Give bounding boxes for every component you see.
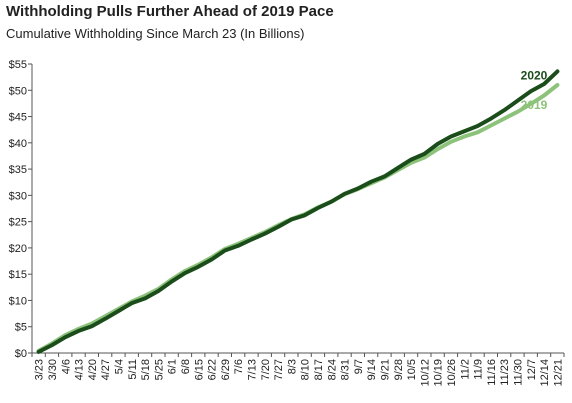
y-tick-label: $50	[9, 85, 27, 97]
y-tick-label: $5	[15, 322, 27, 334]
x-tick-label: 10/5	[406, 359, 418, 380]
chart-subtitle: Cumulative Withholding Since March 23 (I…	[6, 26, 305, 41]
x-tick-label: 4/27	[100, 359, 112, 380]
x-tick-label: 5/18	[140, 359, 152, 380]
y-tick-label: $35	[9, 164, 27, 176]
y-tick-label: $30	[9, 190, 27, 202]
x-tick-label: 11/16	[486, 359, 498, 386]
x-tick-label: 6/15	[193, 359, 205, 380]
series-line-2020	[36, 69, 560, 354]
series-label-2019: 2019	[521, 98, 548, 112]
y-tick-label: $40	[9, 138, 27, 150]
series-label-2020: 2020	[521, 68, 548, 82]
x-tick-label: 7/13	[246, 359, 258, 380]
x-tick-label: 10/26	[446, 359, 458, 387]
x-tick-label: 9/21	[379, 359, 391, 380]
y-tick-label: $55	[9, 59, 27, 71]
x-tick-label: 8/24	[326, 359, 338, 380]
x-tick-label: 5/11	[127, 359, 139, 380]
chart-title: Withholding Pulls Further Ahead of 2019 …	[6, 3, 334, 20]
x-tick-label: 4/20	[87, 359, 99, 380]
x-tick-label: 9/14	[366, 359, 378, 380]
x-tick-label: 8/10	[300, 359, 312, 380]
y-tick-label: $20	[9, 243, 27, 255]
x-tick-label: 11/2	[459, 359, 471, 380]
x-tick-label: 11/30	[512, 359, 524, 386]
y-tick-label: $15	[9, 269, 27, 281]
x-tick-label: 11/9	[473, 359, 485, 380]
x-tick-label: 12/21	[552, 359, 564, 387]
x-tick-label: 12/14	[539, 359, 551, 387]
x-tick-label: 10/19	[433, 359, 445, 387]
x-tick-label: 6/1	[167, 359, 179, 374]
x-tick-label: 10/12	[419, 359, 431, 387]
x-tick-label: 6/8	[180, 359, 192, 374]
x-tick-label: 5/4	[113, 359, 125, 374]
x-tick-label: 12/7	[526, 359, 538, 380]
x-tick-label: 8/17	[313, 359, 325, 380]
x-tick-label: 8/3	[286, 359, 298, 374]
x-tick-label: 3/23	[34, 359, 46, 380]
x-tick-label: 9/7	[353, 359, 365, 374]
y-tick-label: $45	[9, 112, 27, 124]
x-tick-label: 7/20	[260, 359, 272, 380]
x-tick-label: 6/29	[220, 359, 232, 380]
x-tick-label: 7/27	[273, 359, 285, 380]
x-tick-label: 4/6	[60, 359, 72, 374]
x-tick-label: 7/6	[233, 359, 245, 374]
x-tick-label: 4/13	[74, 359, 86, 380]
y-tick-label: $0	[15, 348, 27, 360]
x-tick-label: 5/25	[153, 359, 165, 380]
y-tick-label: $25	[9, 217, 27, 229]
x-tick-label: 6/22	[207, 359, 219, 380]
y-tick-label: $10	[9, 295, 27, 307]
x-tick-label: 3/30	[47, 359, 59, 380]
x-tick-label: 11/23	[499, 359, 511, 386]
x-tick-label: 8/31	[340, 359, 352, 380]
x-tick-label: 9/28	[393, 359, 405, 380]
